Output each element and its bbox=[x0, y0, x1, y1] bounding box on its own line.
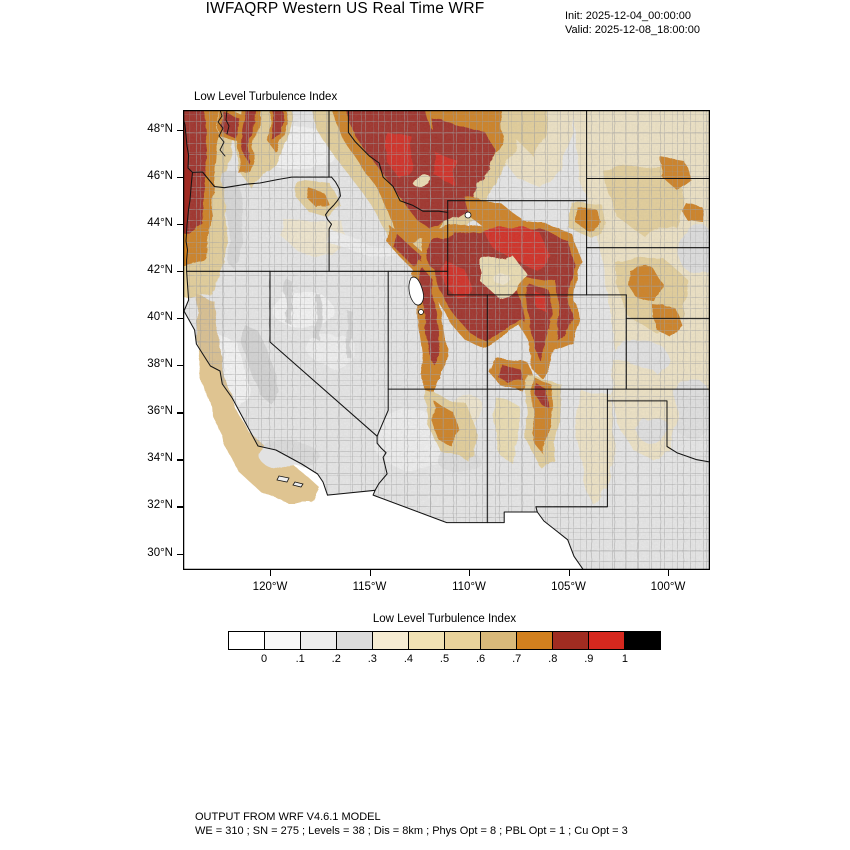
map-plot: 48°N 46°N 44°N 42°N 40°N 38°N 36°N 34°N 32°N 30°N… bbox=[147, 110, 710, 593]
y-axis-label: 30°N bbox=[147, 546, 173, 559]
x-axis-tick bbox=[668, 570, 670, 576]
valid-time-label: Valid: 2025-12-08_18:00:00 bbox=[565, 24, 700, 36]
colorbar-tick-label: 1 bbox=[621, 653, 628, 665]
y-axis-tick bbox=[177, 318, 183, 320]
channel-island bbox=[276, 475, 290, 483]
y-axis-label: 36°N bbox=[147, 405, 173, 418]
county-boundaries-layer bbox=[183, 110, 710, 570]
y-axis-label: 32°N bbox=[147, 499, 173, 512]
yellowstone-lake bbox=[464, 211, 472, 219]
colorbar-tick-label: 0 bbox=[261, 653, 268, 665]
colorbar-tick-label: .9 bbox=[584, 653, 594, 665]
y-axis-tick bbox=[177, 365, 183, 367]
colorbar-box bbox=[516, 631, 553, 650]
colorbar-tick-label: .7 bbox=[512, 653, 522, 665]
y-axis-tick bbox=[177, 553, 183, 555]
colorbar-box bbox=[624, 631, 661, 650]
y-axis-label: 46°N bbox=[147, 170, 173, 183]
great-salt-lake bbox=[408, 276, 424, 306]
x-axis-label: 100°W bbox=[650, 581, 686, 593]
footer-model-line: OUTPUT FROM WRF V4.6.1 MODEL bbox=[195, 811, 381, 823]
map-frame bbox=[183, 110, 710, 570]
lakes-layer bbox=[276, 211, 472, 488]
y-axis-tick bbox=[177, 177, 183, 179]
utah-lake bbox=[418, 309, 424, 315]
state-boundaries-layer bbox=[183, 110, 710, 570]
colorbar-box bbox=[588, 631, 625, 650]
y-axis-tick bbox=[177, 130, 183, 132]
y-axis-tick bbox=[177, 506, 183, 508]
colorbar-tick-label: .8 bbox=[548, 653, 558, 665]
x-axis-tick bbox=[270, 570, 272, 576]
colorbar-boxes bbox=[228, 631, 661, 650]
y-axis-label: 40°N bbox=[147, 311, 173, 324]
y-axis-label: 42°N bbox=[147, 264, 173, 277]
colorbar-box bbox=[552, 631, 589, 650]
colorbar-box bbox=[372, 631, 409, 650]
run-metadata: Init: 2025-12-04_00:00:00 Valid: 2025-12… bbox=[565, 9, 700, 37]
y-axis-label: 38°N bbox=[147, 358, 173, 371]
colorbar-tick-label: .3 bbox=[367, 653, 377, 665]
colorbar-tick-label: .2 bbox=[331, 653, 341, 665]
colorbar-box bbox=[480, 631, 517, 650]
x-axis-tick bbox=[568, 570, 570, 576]
colorbar-tick-label: .1 bbox=[295, 653, 305, 665]
init-time-label: Init: 2025-12-04_00:00:00 bbox=[565, 10, 691, 22]
colorbar-box bbox=[444, 631, 481, 650]
x-axis-label: 120°W bbox=[252, 581, 288, 593]
x-axis-label: 115°W bbox=[352, 581, 387, 593]
x-axis-label: 105°W bbox=[551, 581, 586, 593]
y-axis-label: 48°N bbox=[147, 123, 173, 135]
x-axis-tick bbox=[369, 570, 371, 576]
colorbar-labels: 0 .1 .2 .3 .4 .5 .6 .7 .8 .9 1 bbox=[228, 653, 661, 667]
colorbar-tick-label: .4 bbox=[403, 653, 413, 665]
footer-config-line: WE = 310 ; SN = 275 ; Levels = 38 ; Dis … bbox=[195, 825, 628, 837]
x-axis-tick bbox=[469, 570, 471, 576]
field-label: Low Level Turbulence Index bbox=[194, 91, 338, 103]
colorbar-title: Low Level Turbulence Index bbox=[372, 613, 517, 625]
channel-island bbox=[292, 481, 304, 488]
page-title: IWFAQRP Western US Real Time WRF bbox=[205, 0, 485, 17]
colorbar-tick-label: .5 bbox=[439, 653, 450, 665]
colorbar-box bbox=[228, 631, 265, 650]
colorbar-box bbox=[300, 631, 337, 650]
footer-notes: OUTPUT FROM WRF V4.6.1 MODEL WE = 310 ; … bbox=[195, 810, 628, 838]
colorbar-box bbox=[336, 631, 373, 650]
colorbar-box bbox=[408, 631, 445, 650]
y-axis-tick bbox=[177, 412, 183, 414]
y-axis-tick bbox=[177, 271, 183, 273]
y-axis-tick bbox=[177, 224, 183, 226]
x-axis-label: 110°W bbox=[452, 581, 486, 593]
y-axis-tick bbox=[177, 459, 183, 461]
y-axis-label: 34°N bbox=[147, 452, 173, 465]
colorbar-tick-label: .6 bbox=[475, 653, 486, 665]
map-svg bbox=[183, 110, 710, 570]
y-axis-label: 44°N bbox=[147, 217, 173, 230]
colorbar-box bbox=[264, 631, 301, 650]
